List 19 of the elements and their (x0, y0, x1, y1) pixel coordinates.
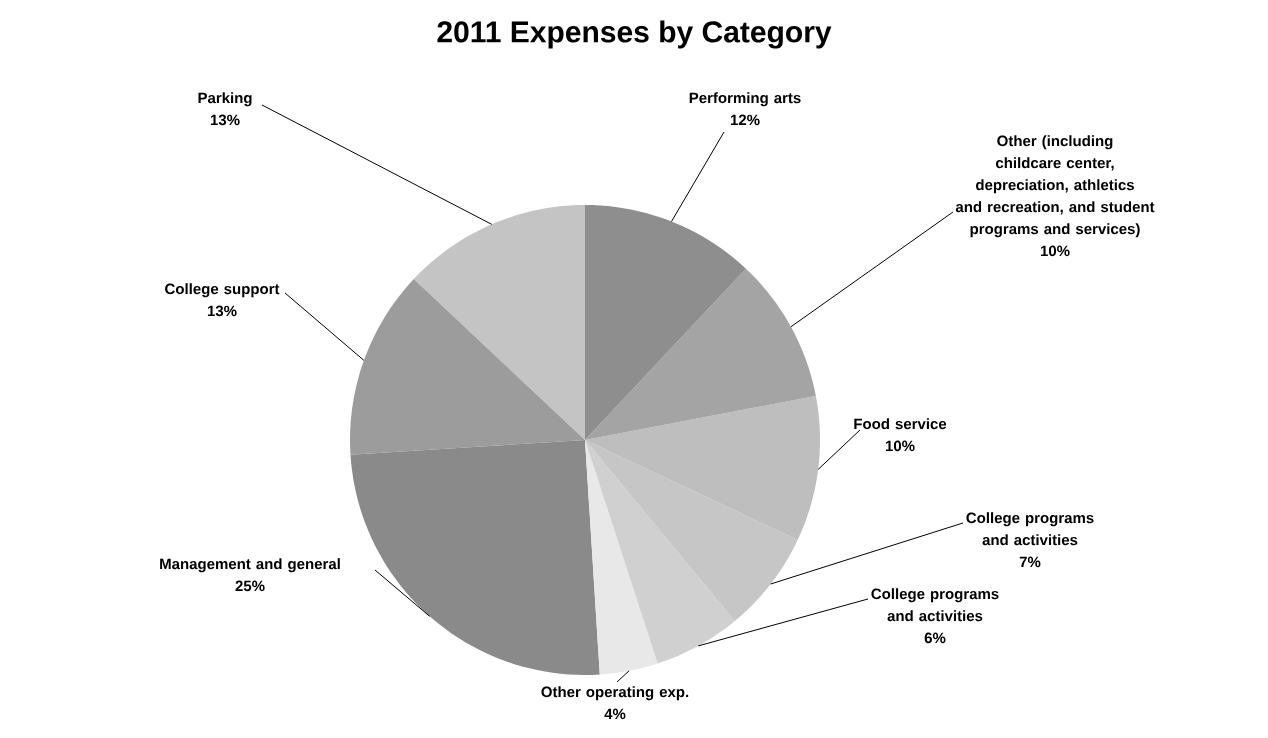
slice-label: Food service (854, 418, 947, 430)
data-label: 10% (1040, 245, 1070, 257)
data-label: 25% (235, 580, 265, 592)
slice-label: College programs and activities (966, 512, 1094, 546)
data-label: 4% (604, 708, 626, 720)
slice-label: Other (including childcare center, depreciation, athletics and recreation, and student programs and services) (955, 135, 1155, 238)
slice-label: Management and general (160, 558, 340, 573)
slice-label: College programs and activities (871, 588, 999, 622)
data-label: 6% (924, 632, 946, 644)
chart-title: 2011 Expenses by Category (437, 20, 832, 49)
slice-label: Parking (198, 92, 252, 107)
slice-label: College support (165, 283, 280, 298)
data-label: 13% (207, 305, 237, 317)
data-label: 12% (730, 114, 760, 126)
data-label: 10% (885, 440, 915, 452)
slice-label: Performing arts (689, 92, 801, 107)
data-label: 13% (210, 114, 240, 126)
slice-label: Other operating exp. (541, 686, 689, 701)
data-label: 7% (1019, 556, 1041, 568)
